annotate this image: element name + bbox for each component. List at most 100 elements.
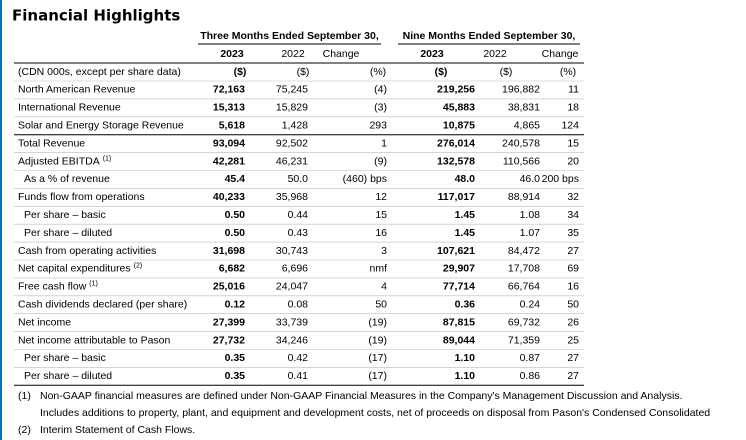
cell: 16 bbox=[375, 227, 387, 239]
cell: 25,016 bbox=[213, 281, 245, 293]
row-label: Per share – basic bbox=[24, 352, 106, 364]
cell: (460) bps bbox=[343, 173, 387, 185]
cell: 0.86 bbox=[520, 370, 541, 382]
cell: 15,829 bbox=[276, 102, 308, 114]
cell: 0.35 bbox=[225, 370, 246, 382]
cell: 240,578 bbox=[502, 137, 540, 149]
cell: 107,621 bbox=[437, 245, 475, 257]
cell: 16 bbox=[567, 281, 579, 293]
cell: 12 bbox=[375, 191, 387, 203]
footnote-marker: (1) bbox=[18, 390, 31, 402]
footnote-marker: (2) bbox=[18, 424, 31, 436]
cell: 27 bbox=[567, 370, 579, 382]
footnote-text: Non-GAAP financial measures are defined … bbox=[40, 390, 682, 402]
column-header: 2022 bbox=[483, 48, 507, 60]
row-label: Free cash flow bbox=[18, 281, 87, 293]
cell: 88,914 bbox=[508, 191, 540, 203]
cell: 30,743 bbox=[276, 245, 308, 257]
footnote-ref: (1) bbox=[89, 281, 98, 288]
cell: 0.87 bbox=[520, 352, 541, 364]
unit: (%) bbox=[560, 66, 576, 78]
row-label: Adjusted EBITDA bbox=[18, 155, 100, 167]
cell: 1,428 bbox=[282, 119, 308, 131]
cell: 93,094 bbox=[213, 137, 245, 149]
cell: 124 bbox=[561, 119, 579, 131]
cell: 0.50 bbox=[225, 209, 246, 221]
cell: 89,044 bbox=[443, 334, 475, 346]
cell: 69,732 bbox=[508, 316, 540, 328]
row-label: International Revenue bbox=[18, 102, 121, 114]
column-header: 2022 bbox=[281, 48, 305, 60]
column-header: 2023 bbox=[420, 48, 444, 60]
cell: 0.41 bbox=[288, 370, 309, 382]
cell: 18 bbox=[567, 102, 579, 114]
cell: 4,865 bbox=[514, 119, 540, 131]
cell: 92,502 bbox=[276, 137, 308, 149]
cell: 50.0 bbox=[288, 173, 309, 185]
row-label: As a % of revenue bbox=[24, 173, 110, 185]
cell: 45.4 bbox=[225, 173, 246, 185]
row-label: Solar and Energy Storage Revenue bbox=[18, 119, 184, 131]
cell: 293 bbox=[369, 119, 387, 131]
cell: 0.42 bbox=[288, 352, 309, 364]
cell: 45,883 bbox=[443, 102, 475, 114]
row-label: Net income attributable to Pason bbox=[18, 334, 170, 346]
cell: 1.10 bbox=[455, 370, 476, 382]
row-label: Per share – diluted bbox=[24, 227, 112, 239]
cell: 1.10 bbox=[455, 352, 476, 364]
title: Financial Highlights bbox=[12, 7, 180, 25]
cell: 219,256 bbox=[437, 84, 475, 96]
cell: 25 bbox=[567, 334, 579, 346]
cell: 29,907 bbox=[443, 263, 475, 275]
cell: 48.0 bbox=[455, 173, 476, 185]
cell: 50 bbox=[567, 298, 579, 310]
cell: 4 bbox=[381, 281, 387, 293]
cell: 69 bbox=[567, 263, 579, 275]
row-label: Cash from operating activities bbox=[18, 245, 156, 257]
cell: 0.43 bbox=[288, 227, 309, 239]
unit: (%) bbox=[370, 66, 386, 78]
cell: 40,233 bbox=[213, 191, 245, 203]
cell: 1.45 bbox=[455, 227, 476, 239]
unit: ($) bbox=[435, 66, 448, 78]
row-label: Net income bbox=[18, 316, 71, 328]
cell: 0.08 bbox=[288, 298, 309, 310]
column-header: Change bbox=[323, 48, 360, 60]
cell: 132,578 bbox=[437, 155, 475, 167]
unit: ($) bbox=[234, 66, 247, 78]
cell: nmf bbox=[369, 263, 387, 275]
cell: 6,682 bbox=[219, 263, 245, 275]
cell: 42,281 bbox=[213, 155, 245, 167]
cell: 32 bbox=[567, 191, 579, 203]
footnote-ref: (2) bbox=[134, 263, 143, 270]
cell: 1.07 bbox=[520, 227, 541, 239]
cell: 38,831 bbox=[508, 102, 540, 114]
cell: 110,566 bbox=[503, 155, 540, 167]
cell: 200 bps bbox=[542, 173, 579, 185]
cell: 3 bbox=[381, 245, 387, 257]
row-label: Cash dividends declared (per share) bbox=[18, 298, 187, 310]
row-label: Net capital expenditures bbox=[18, 263, 131, 275]
footnote-text: Interim Statement of Cash Flows. bbox=[40, 424, 195, 436]
cell: 27 bbox=[567, 245, 579, 257]
cell: 11 bbox=[568, 84, 579, 96]
cell: 10,875 bbox=[443, 119, 475, 131]
footnote-text: Includes additions to property, plant, a… bbox=[40, 407, 710, 419]
cell: (17) bbox=[368, 370, 387, 382]
cell: 0.36 bbox=[455, 298, 476, 310]
cell: (4) bbox=[374, 84, 387, 96]
cell: 15 bbox=[567, 137, 579, 149]
row-label: Per share – basic bbox=[24, 209, 106, 221]
cell: 33,739 bbox=[276, 316, 308, 328]
cell: 0.35 bbox=[225, 352, 246, 364]
cell: 27,399 bbox=[213, 316, 245, 328]
cell: 87,815 bbox=[443, 316, 475, 328]
cell: 117,017 bbox=[438, 191, 476, 203]
unit: ($) bbox=[297, 66, 310, 78]
column-header: 2023 bbox=[220, 48, 244, 60]
cell: (9) bbox=[374, 155, 387, 167]
cell: 5,618 bbox=[219, 119, 245, 131]
cell: 1.45 bbox=[455, 209, 476, 221]
cell: 27,732 bbox=[213, 334, 245, 346]
